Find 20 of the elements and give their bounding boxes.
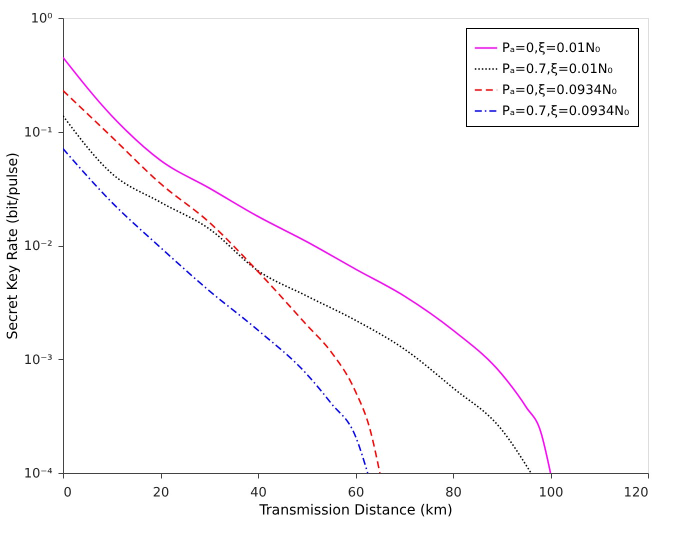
y-axis-title: Secret Key Rate (bit/pulse)	[4, 152, 21, 340]
y-tick-label: 10⁰	[30, 12, 52, 26]
x-tick-label: 0	[64, 486, 72, 500]
y-tick-label: 10⁻²	[24, 239, 52, 254]
legend-label: Pₐ=0.7,ξ=0.0934N₀	[502, 104, 630, 119]
x-tick-label: 60	[348, 486, 364, 500]
x-tick-label: 40	[250, 486, 267, 500]
line-series	[63, 148, 368, 473]
legend-label: Pₐ=0,ξ=0.01N₀	[502, 41, 600, 56]
legend-label: Pₐ=0,ξ=0.0934N₀	[502, 83, 617, 98]
x-tick-label: 20	[152, 486, 170, 500]
x-tick-label: 120	[624, 486, 648, 500]
y-tick-label: 10⁻³	[24, 352, 52, 368]
line-series	[63, 90, 381, 473]
x-axis-title: Transmission Distance (km)	[258, 502, 453, 518]
y-tick-label: 10⁻¹	[24, 125, 52, 140]
x-tick-label: 80	[445, 486, 462, 500]
legend-label: Pₐ=0.7,ξ=0.01N₀	[502, 62, 613, 77]
x-tick-label: 100	[538, 486, 564, 500]
y-tick-label: 10⁻⁴	[24, 466, 52, 482]
